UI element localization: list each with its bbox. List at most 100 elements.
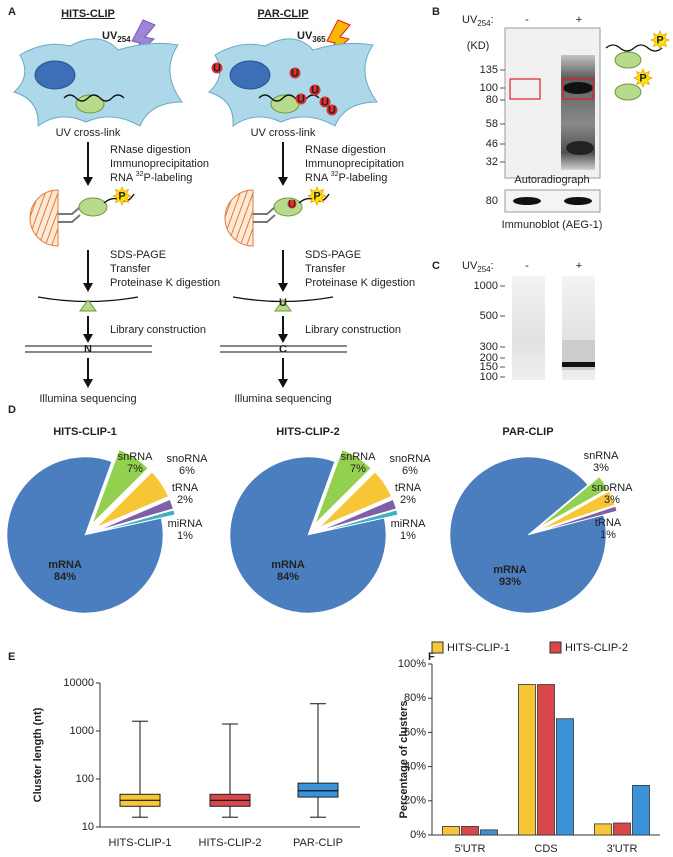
uv-text: UV	[462, 14, 478, 26]
bar	[594, 823, 612, 836]
rna	[63, 94, 125, 102]
x-tick-label: 5'UTR	[455, 843, 486, 855]
slice-value: 1%	[600, 529, 616, 541]
protein	[75, 94, 105, 114]
pie-slice	[319, 471, 392, 528]
y-tick-label: 20%	[404, 795, 426, 807]
uv-subscript: 254	[117, 35, 131, 44]
pie-title: HITS-CLIP-1	[53, 426, 117, 438]
arrow-head	[83, 177, 93, 186]
panel-label: D	[8, 404, 16, 416]
antibody	[253, 206, 276, 223]
pie-slice	[92, 449, 149, 524]
mutation-label: N	[84, 343, 92, 355]
step-label: Transfer	[305, 263, 346, 275]
slice-value: 93%	[499, 576, 521, 588]
phosphate-star	[306, 185, 328, 207]
uv-text: UV	[462, 260, 478, 272]
pie-slice	[540, 490, 616, 530]
uridine	[295, 93, 307, 105]
uridine	[326, 104, 338, 116]
lane	[512, 276, 545, 380]
slice-value: 3%	[593, 462, 609, 474]
step-label: Library construction	[305, 324, 401, 336]
pie-title: HITS-CLIP-2	[276, 426, 340, 438]
band	[566, 141, 594, 155]
slice-label: miRNA	[168, 518, 203, 530]
step-label: Immunoprecipitation	[110, 158, 209, 170]
slice-value: 3%	[604, 494, 620, 506]
arrow-head	[278, 334, 288, 343]
phosphate-star	[111, 185, 133, 207]
slice-label: snRNA	[341, 451, 377, 463]
pie-slice	[449, 456, 607, 614]
rna	[258, 94, 320, 102]
legend-label: HITS-CLIP-2	[565, 642, 628, 654]
x-tick-label: 3'UTR	[607, 843, 638, 855]
bar	[518, 684, 536, 836]
step-label: Illumina sequencing	[39, 393, 136, 405]
uv-label: UV365	[297, 30, 326, 44]
band	[563, 82, 593, 94]
y-tick-label: 100	[76, 773, 94, 785]
marker-label: 500	[480, 310, 498, 322]
rna	[605, 44, 663, 52]
slice-label: tRNA	[395, 482, 422, 494]
panel-label: C	[432, 260, 440, 272]
y-tick-label: 0%	[410, 829, 426, 841]
arrow-head	[83, 334, 93, 343]
marker-label: 80	[486, 195, 498, 207]
band	[564, 197, 592, 205]
step-label: RNase digestion	[305, 144, 386, 156]
pie-slice	[98, 499, 174, 531]
uv-text: UV	[102, 30, 118, 42]
marker-label: 100	[480, 371, 498, 383]
slice-value: 2%	[400, 494, 416, 506]
step-label: Proteinase K digestion	[110, 277, 220, 289]
uv-label: UV254:	[462, 260, 494, 274]
method-title: PAR-CLIP	[257, 8, 308, 20]
uridine-label: U	[321, 96, 329, 108]
uridine-label: U	[291, 67, 299, 79]
phosphate-label: P	[118, 190, 125, 202]
band	[562, 362, 595, 367]
superscript: 32	[136, 171, 144, 178]
mutation-label: C	[279, 343, 287, 355]
bar	[461, 826, 479, 836]
bar	[480, 829, 498, 836]
step-text: P-labeling	[143, 172, 192, 184]
uridine-label: U	[279, 297, 287, 309]
lane-label: +	[576, 14, 582, 26]
y-axis-label: Percentage of clusters	[398, 701, 410, 819]
pie-slice	[541, 506, 618, 532]
arrow-head	[83, 379, 93, 388]
arrow-head	[278, 177, 288, 186]
uridine	[211, 62, 223, 74]
step-label: SDS-PAGE	[110, 249, 166, 261]
pie-slice	[229, 456, 387, 614]
uv-subscript: 365	[312, 35, 326, 44]
slice-value: 84%	[277, 571, 299, 583]
y-tick-label: 100%	[398, 658, 426, 670]
y-tick-label: 10000	[63, 677, 94, 689]
step-label: Transfer	[110, 263, 151, 275]
step-label: RNase digestion	[110, 144, 191, 156]
slice-value: 7%	[127, 463, 143, 475]
uridine	[319, 96, 331, 108]
slice-value: 84%	[54, 571, 76, 583]
bar	[537, 684, 555, 836]
uv-text: UV	[297, 30, 313, 42]
unit-label: (KD)	[467, 40, 490, 52]
nucleus	[34, 60, 76, 90]
bar	[556, 718, 574, 836]
marker-label: 32	[486, 156, 498, 168]
pie-slice	[315, 449, 372, 524]
marker-label: 200	[480, 352, 498, 364]
y-tick-label: 1000	[70, 725, 94, 737]
panel-label: A	[8, 6, 16, 18]
workflow-column: HITS-CLIP UV cross-link RNase digestion Imm…	[13, 8, 220, 405]
step-label: RNA 32P-labeling	[305, 171, 387, 184]
arrow-head	[83, 283, 93, 292]
